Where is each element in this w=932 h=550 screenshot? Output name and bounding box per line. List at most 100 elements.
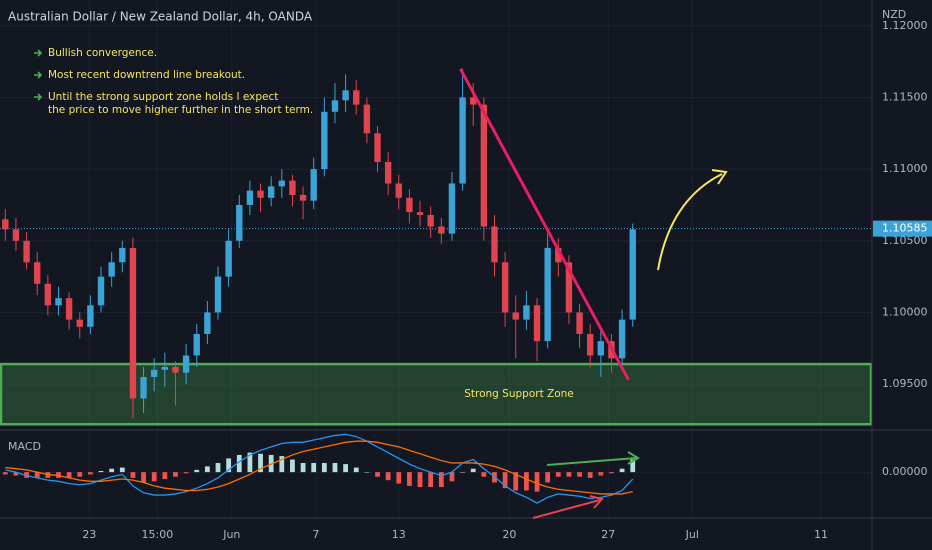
macd-histogram-bar — [183, 472, 189, 474]
candle-body — [193, 333, 200, 356]
note-text: Until the strong support zone holds I ex… — [48, 91, 278, 103]
x-tick-label: 15:00 — [142, 528, 174, 541]
candle-body — [267, 186, 275, 198]
candle-body — [151, 369, 158, 377]
candle-body — [384, 161, 392, 184]
macd-convergence-arrow-head — [627, 451, 640, 465]
signal-line — [5, 440, 633, 495]
macd-histogram-bar — [2, 472, 8, 475]
x-tick-label: Jul — [685, 528, 699, 541]
macd-histogram-bar — [215, 462, 221, 473]
macd-histogram-bar — [141, 472, 146, 483]
candle-body — [129, 247, 137, 399]
macd-histogram-bar — [555, 472, 561, 477]
x-tick-label: Jun — [222, 528, 240, 541]
macd-histogram-bar — [428, 472, 434, 488]
candle-body — [76, 319, 83, 327]
indicator-name: MACD — [8, 440, 41, 453]
candle-body — [427, 215, 434, 227]
macd-histogram-bar — [13, 472, 19, 476]
macd-histogram-bar — [587, 472, 593, 478]
candle-body — [55, 298, 62, 306]
candle-body — [342, 90, 349, 101]
note-text: Most recent downtrend line breakout. — [48, 69, 245, 81]
macd-histogram-bar — [236, 454, 242, 473]
candle-body — [65, 298, 73, 320]
macd-histogram-bar — [630, 459, 636, 473]
y-tick-label: 1.10500 — [882, 234, 928, 247]
macd-histogram-bar — [460, 472, 465, 473]
macd-histogram-bar — [119, 467, 125, 473]
macd-histogram-bar — [130, 472, 136, 478]
macd-histogram-bar — [353, 467, 359, 473]
candle-body — [34, 262, 41, 284]
candle-body — [97, 276, 105, 306]
candle-body — [119, 247, 126, 263]
price-convergence-arrow — [532, 499, 601, 519]
macd-histogram-bar — [162, 472, 168, 480]
candle-body — [87, 305, 94, 327]
candle-body — [459, 97, 466, 184]
macd-histogram-bar — [87, 472, 93, 475]
candle-body — [161, 366, 169, 370]
candle-body — [544, 247, 551, 342]
macd-histogram-bar — [258, 453, 263, 473]
macd-histogram-bar — [513, 472, 519, 491]
candle-body — [257, 190, 264, 198]
macd-histogram-bar — [598, 472, 604, 476]
macd-histogram-bar — [481, 472, 487, 477]
candle-body — [374, 133, 381, 162]
candle-body — [12, 229, 20, 241]
candle-body — [512, 312, 519, 320]
candle-body — [480, 104, 488, 227]
macd-histogram-bar — [375, 472, 380, 477]
macd-histogram-bar — [343, 464, 349, 473]
macd-histogram-bar — [98, 470, 104, 473]
macd-histogram-bar — [279, 456, 285, 473]
last-price-box — [873, 220, 932, 237]
candle-body — [214, 276, 222, 313]
y-tick-label: 1.10000 — [882, 305, 928, 318]
candle-body — [533, 305, 541, 342]
candle-body — [289, 180, 296, 195]
candle-body — [236, 204, 243, 241]
candle-body — [629, 229, 636, 320]
macd-histogram-bar — [577, 472, 582, 477]
macd-histogram-bar — [534, 472, 540, 492]
macd-histogram-bar — [332, 462, 338, 473]
x-tick-label: 13 — [392, 528, 406, 541]
candle-body — [246, 190, 254, 205]
candle-body — [278, 180, 285, 187]
chart-title: Australian Dollar / New Zealand Dollar, … — [8, 10, 313, 24]
x-tick-label: 23 — [82, 528, 96, 541]
candle-body — [406, 197, 413, 213]
x-tick-label: 7 — [312, 528, 319, 541]
candle-body — [353, 90, 360, 105]
trend-line — [459, 68, 630, 381]
y-tick-label: 1.12000 — [882, 19, 928, 32]
macd-histogram-bar — [545, 472, 551, 483]
candle-body — [523, 305, 530, 320]
candle-body — [44, 283, 52, 306]
macd-histogram-bar — [449, 472, 455, 482]
macd-histogram-bar — [385, 472, 391, 481]
macd-histogram-bar — [34, 472, 40, 478]
candle-body — [501, 262, 509, 313]
x-tick-label: 11 — [814, 528, 828, 541]
macd-histogram-bar — [109, 468, 115, 473]
macd-histogram-bar — [300, 462, 306, 473]
macd-histogram-bar — [609, 472, 614, 474]
macd-histogram-bar — [438, 472, 444, 488]
macd-convergence-arrow — [546, 457, 637, 466]
candle-body — [299, 194, 307, 201]
candle-body — [23, 240, 30, 263]
last-price-label: 1.10585 — [882, 222, 928, 235]
candle-body — [2, 219, 9, 230]
macd-histogram-bar — [523, 472, 529, 491]
macd-histogram-bar — [151, 472, 157, 482]
y-tick-label: 1.11000 — [882, 162, 928, 175]
macd-histogram-bar — [247, 452, 253, 473]
macd-histogram-bar — [194, 469, 200, 473]
macd-histogram-bar — [566, 472, 572, 477]
